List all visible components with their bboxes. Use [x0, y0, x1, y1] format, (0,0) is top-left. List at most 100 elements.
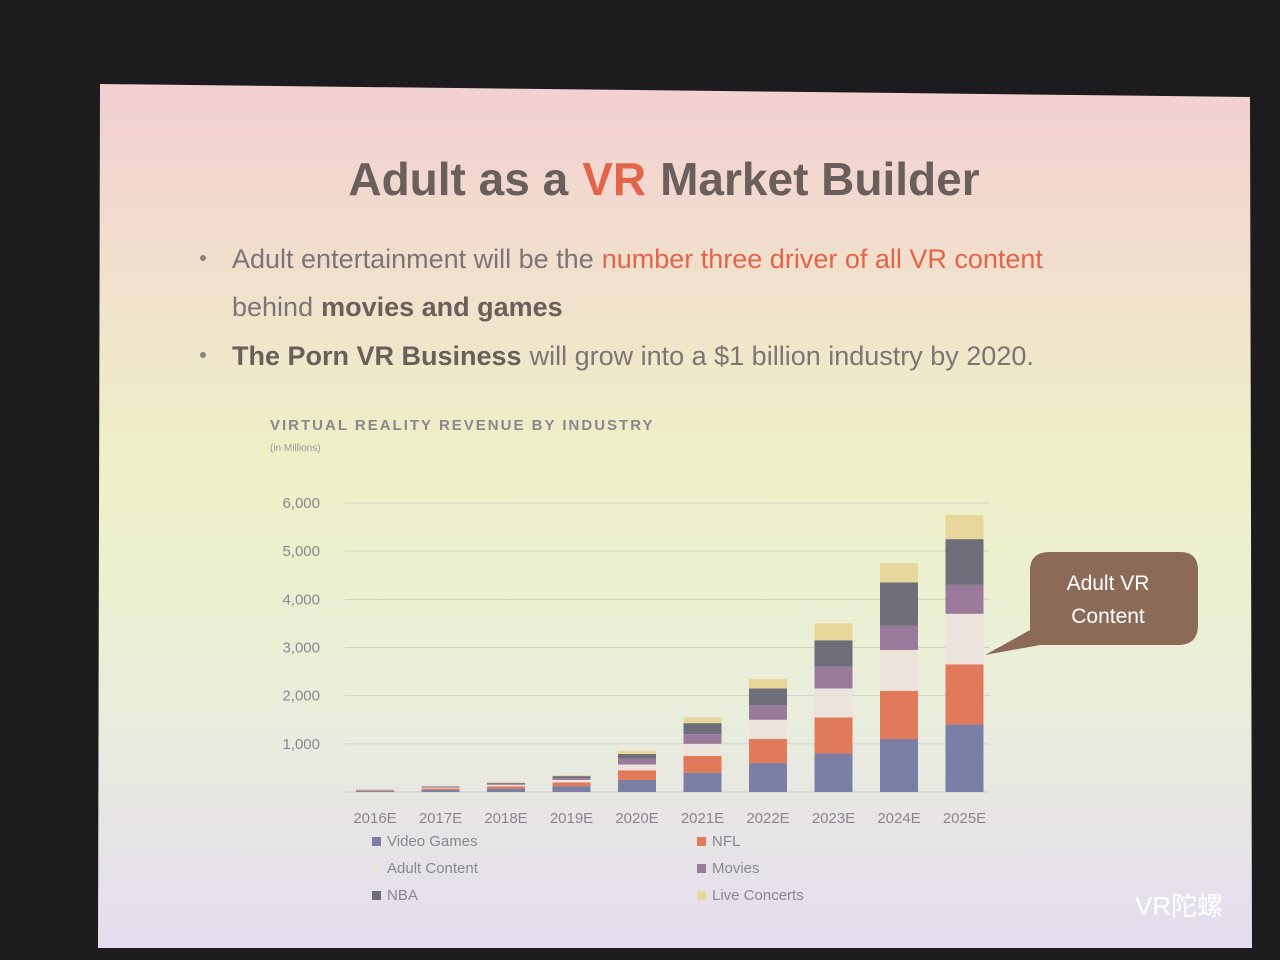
bar-segment	[880, 582, 918, 626]
bar-segment	[618, 751, 656, 754]
y-tick-label: 4,000	[282, 591, 320, 608]
bar-segment	[683, 743, 722, 756]
bar-segment	[683, 717, 722, 724]
bar-segment	[552, 775, 591, 777]
bar-segment	[945, 584, 984, 614]
bullet-text: behind movies and games	[232, 292, 563, 322]
legend-swatch	[697, 864, 706, 873]
bar-segment	[945, 613, 984, 665]
bar-segment	[945, 664, 984, 725]
bar-segment	[749, 688, 787, 706]
bullet-text: The Porn VR Business will grow into a $1 …	[232, 341, 1034, 371]
callout-text: Adult VR	[1067, 572, 1150, 595]
bar-segment	[683, 723, 722, 735]
bar-segment	[683, 772, 722, 792]
chart-subtitle: (in Millions)	[270, 443, 321, 454]
bar-segment	[487, 784, 525, 787]
bullet-text: Adult entertainment will be the number th…	[232, 244, 1043, 274]
bar-segment	[945, 515, 984, 540]
bar-segment	[749, 739, 787, 764]
y-tick-label: 3,000	[282, 640, 320, 657]
legend-swatch	[697, 891, 706, 900]
bar-segment	[749, 678, 787, 689]
x-tick-label: 2016E	[353, 810, 396, 827]
bar-segment	[421, 789, 460, 792]
bar-segment	[814, 717, 853, 754]
bar-segment	[945, 539, 984, 585]
bar-segment	[421, 787, 460, 789]
slide	[98, 84, 1252, 948]
title-part: Adult as a	[348, 153, 568, 205]
bar-segment	[618, 764, 656, 771]
bold-text: movies and games	[321, 292, 563, 322]
title-highlight: VR	[582, 153, 646, 205]
bar-segment	[749, 719, 787, 740]
bar-segment	[880, 690, 918, 740]
bar-segment	[618, 779, 656, 792]
bar-segment	[356, 791, 394, 792]
bar-segment	[421, 788, 460, 790]
bar-segment	[487, 783, 525, 785]
bullet	[200, 352, 206, 358]
x-tick-label: 2022E	[746, 810, 789, 827]
bar-segment	[618, 753, 656, 759]
y-tick-label: 2,000	[282, 688, 320, 705]
watermark: VR陀螺	[1135, 891, 1223, 921]
bar-segment	[749, 763, 787, 792]
legend-swatch	[697, 837, 706, 846]
x-tick-label: 2025E	[943, 810, 986, 827]
bar-segment	[814, 753, 853, 792]
x-tick-label: 2020E	[615, 810, 658, 827]
highlight: number three driver of all VR content	[602, 244, 1044, 274]
bar-segment	[356, 790, 394, 792]
bold-text: The Porn VR Business	[232, 341, 522, 371]
chart-title: VIRTUAL REALITY REVENUE BY INDUSTRY	[270, 417, 655, 434]
bar-segment	[945, 724, 984, 792]
x-tick-label: 2019E	[550, 810, 593, 827]
bar-segment	[552, 786, 591, 792]
bar-segment	[814, 640, 853, 667]
text: will grow into a $1 billion industry by …	[529, 341, 1034, 371]
bar-segment	[618, 770, 656, 780]
bar-segment	[618, 758, 656, 765]
bar-segment	[814, 688, 853, 718]
bar-segment	[880, 739, 918, 792]
bar-segment	[487, 782, 525, 784]
text: behind	[232, 292, 313, 322]
legend-swatch	[372, 837, 381, 846]
bar-segment	[552, 782, 591, 787]
bar-segment	[552, 776, 591, 779]
y-tick-label: 1,000	[282, 736, 320, 753]
bar-segment	[487, 788, 525, 792]
legend-label: NFL	[712, 833, 740, 850]
bar-segment	[814, 666, 853, 689]
text: Adult entertainment will be the	[232, 244, 594, 274]
bar-segment	[880, 563, 918, 583]
bullet	[200, 255, 206, 261]
bar-segment	[814, 623, 853, 641]
legend-label: Adult Content	[387, 860, 479, 877]
bar-segment	[487, 786, 525, 789]
bar-segment	[683, 734, 722, 744]
legend-label: NBA	[387, 887, 418, 904]
slide-title: Adult as a VR Market Builder	[348, 153, 979, 205]
x-tick-label: 2024E	[877, 810, 920, 827]
x-tick-label: 2021E	[681, 810, 724, 827]
bar-segment	[880, 625, 918, 650]
bar-segment	[749, 705, 787, 720]
bar-segment	[683, 755, 722, 773]
bar-segment	[880, 649, 918, 691]
y-tick-label: 6,000	[282, 495, 320, 512]
y-tick-label: 5,000	[282, 543, 320, 560]
bar-segment	[421, 786, 460, 788]
bar-segment	[552, 778, 591, 780]
legend-label: Live Concerts	[712, 887, 804, 904]
legend-swatch	[372, 864, 381, 873]
callout-text: Content	[1071, 605, 1145, 628]
title-part: Market Builder	[660, 153, 980, 205]
plot: 1,000 2,000 3,000 4,000 5,000 6,000 2016E 2017E…	[282, 495, 990, 904]
legend-label: Video Games	[387, 833, 478, 850]
x-tick-label: 2017E	[419, 810, 462, 827]
